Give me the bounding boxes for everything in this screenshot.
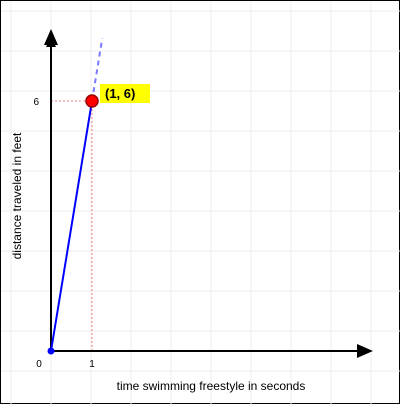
origin-tick-label: 0 [36, 359, 42, 370]
axes [44, 29, 373, 358]
x-tick-label: 1 [89, 359, 95, 370]
point-label-background [100, 83, 150, 103]
origin-point [47, 347, 55, 355]
series-layer: (1, 6) [47, 38, 150, 355]
series-extension-dashed [91, 38, 104, 102]
series-line [50, 100, 93, 352]
axis-labels: time swimming freestyle in seconds distan… [10, 132, 305, 393]
point-label: (1, 6) [105, 86, 135, 101]
x-axis-arrowhead [357, 344, 373, 358]
tick-labels: 0 1 6 [33, 97, 95, 370]
guide-lines [51, 100, 93, 351]
highlight-point [85, 94, 99, 108]
y-axis-label: distance traveled in feet [10, 132, 24, 259]
x-axis-label: time swimming freestyle in seconds [117, 379, 306, 393]
y-tick-label: 6 [33, 97, 39, 108]
y-axis-arrowhead [44, 29, 58, 45]
